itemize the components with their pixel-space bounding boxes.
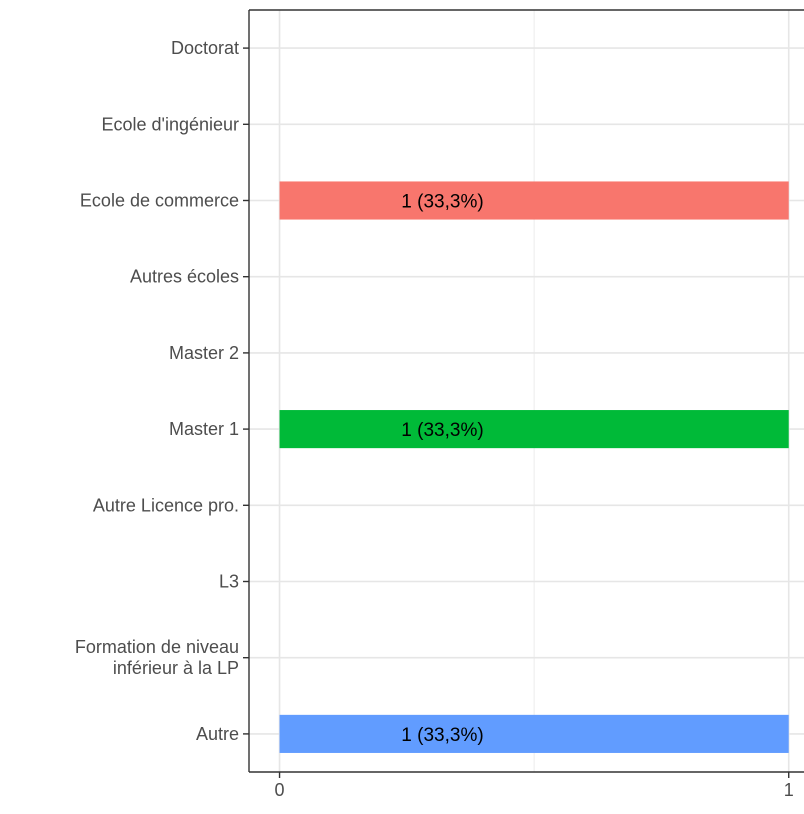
y-tick-label: Autre Licence pro. — [93, 495, 239, 515]
x-tick-label: 1 — [784, 780, 794, 800]
y-tick-label: Master 1 — [169, 419, 239, 439]
bar — [279, 714, 789, 753]
y-tick-label: Autre — [196, 724, 239, 744]
plot-panel — [249, 10, 804, 772]
bar-data-label: 1 (33,3%) — [401, 725, 483, 746]
y-tick-label: Autres écoles — [130, 267, 239, 287]
x-tick-label: 0 — [275, 780, 285, 800]
y-tick-label: Formation de niveau inférieur à la LP — [75, 637, 239, 678]
bar-data-label: 1 (33,3%) — [401, 420, 483, 441]
bar-data-label: 1 (33,3%) — [401, 192, 483, 213]
bar — [279, 181, 789, 220]
y-tick-label: L3 — [219, 572, 239, 592]
y-tick-label: Ecole d'ingénieur — [101, 114, 239, 134]
y-tick-label: Doctorat — [171, 38, 239, 58]
y-tick-label: Ecole de commerce — [80, 191, 239, 211]
bar — [279, 410, 789, 449]
y-tick-label: Master 2 — [169, 343, 239, 363]
